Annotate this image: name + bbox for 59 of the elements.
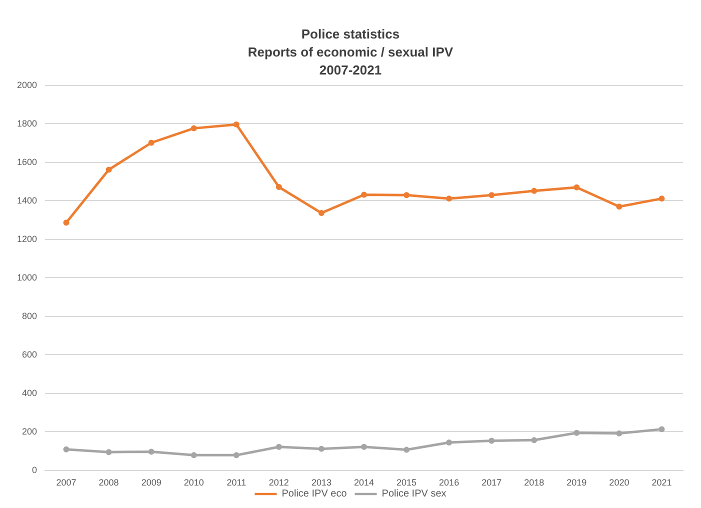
point [361, 192, 367, 198]
x-tick-label: 2014 [354, 478, 374, 488]
x-tick-label: 2021 [652, 478, 672, 488]
point [616, 430, 622, 436]
point [106, 166, 112, 173]
point [318, 446, 324, 452]
point [531, 437, 538, 444]
point [616, 204, 622, 210]
y-tick-label: 600 [22, 350, 37, 360]
y-tick-label: 400 [22, 388, 37, 398]
point [148, 140, 154, 146]
point [233, 121, 240, 128]
point [318, 210, 324, 216]
y-tick-label: 0 [32, 465, 37, 475]
point [106, 449, 112, 456]
y-tick-label: 1400 [16, 196, 37, 206]
x-tick-label: 2016 [439, 478, 460, 488]
x-tick-label: 2017 [482, 478, 502, 488]
point [276, 444, 282, 450]
point [488, 192, 495, 198]
x-tick-label: 2007 [56, 478, 76, 488]
x-tick-label: 2011 [226, 478, 246, 488]
point [446, 196, 452, 202]
point [190, 125, 197, 132]
x-tick-label: 2020 [609, 478, 630, 488]
point [658, 426, 665, 432]
point [63, 446, 70, 452]
y-tick-label: 1600 [16, 157, 37, 167]
x-tick-label: 2009 [141, 478, 162, 488]
point [63, 220, 70, 226]
point [233, 452, 240, 458]
point [574, 184, 580, 190]
point [531, 188, 538, 194]
x-tick-label: 2008 [98, 478, 119, 488]
point [148, 448, 154, 455]
y-tick-label: 200 [22, 426, 37, 436]
y-tick-label: 2000 [16, 80, 37, 90]
y-tick-label: 1000 [16, 272, 37, 282]
x-tick-label: 2010 [184, 478, 204, 488]
point [404, 446, 410, 453]
point [190, 452, 197, 458]
x-tick-label: 2019 [566, 478, 587, 488]
chart-title: Police statistics Reports of economic / sexual IPV 2007-2021 [248, 26, 454, 78]
point [574, 430, 580, 436]
legend-label: Police IPV sex [382, 488, 446, 500]
x-tick-label: 2015 [396, 478, 417, 488]
y-tick-label: 800 [22, 311, 37, 321]
x-tick-label: 2012 [268, 478, 289, 488]
point [658, 196, 665, 202]
point [446, 439, 452, 446]
point [488, 438, 495, 444]
legend-label: Police IPV eco [282, 488, 348, 500]
x-tick-label: 2018 [524, 478, 544, 488]
point [404, 192, 410, 198]
point [276, 184, 282, 190]
point [361, 444, 367, 450]
x-tick-label: 2013 [311, 478, 332, 488]
y-tick-label: 1800 [16, 118, 37, 128]
y-tick-label: 1200 [16, 234, 37, 244]
